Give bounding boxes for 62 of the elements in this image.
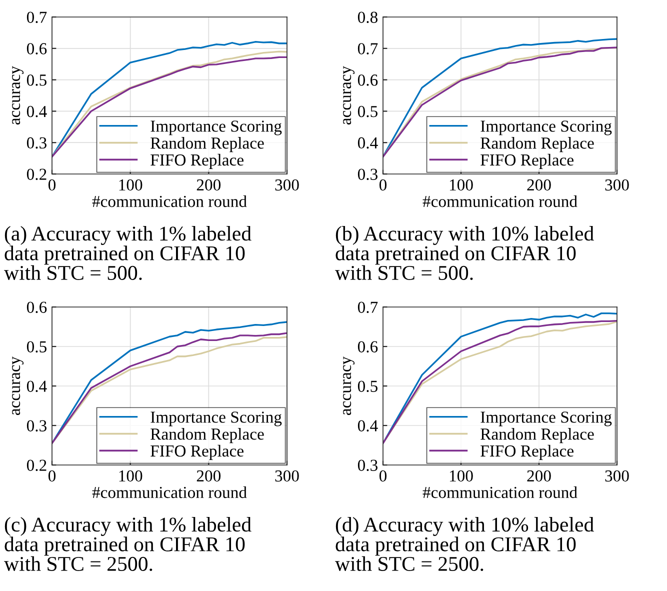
- x-tick-label: 300: [275, 179, 299, 191]
- y-tick-label: 0.7: [358, 43, 378, 54]
- x-tick-label: 200: [527, 179, 551, 191]
- y-tick-label: 0.2: [26, 168, 46, 180]
- y-tick-label: 0.7: [358, 302, 378, 314]
- y-tick-label: 0.5: [358, 106, 378, 118]
- x-axis-title: #communication round: [92, 486, 247, 498]
- x-tick-label: 300: [605, 470, 629, 482]
- text: (c) Accuracy with 1% labeled data pretrained on CIFAR 10 with STC = 2500.: [4, 517, 252, 572]
- x-tick-label: 300: [605, 179, 629, 191]
- y-tick-label: 0.5: [358, 380, 378, 392]
- legend-label: Importance Scoring: [480, 120, 612, 136]
- y-tick-label: 0.4: [26, 380, 47, 392]
- legend-label: FIFO Replace: [480, 154, 574, 169]
- x-tick-label: 100: [450, 179, 473, 191]
- y-axis-title: accuracy: [12, 66, 24, 125]
- x-axis-title: #communication round: [422, 486, 578, 498]
- x-tick-label: 200: [527, 470, 551, 482]
- x-tick-label: 200: [196, 179, 221, 191]
- x-tick-label: 200: [196, 470, 221, 482]
- y-tick-label: 0.6: [26, 302, 47, 314]
- y-tick-label: 0.7: [26, 12, 47, 24]
- y-tick-label: 0.3: [26, 420, 46, 432]
- legend-label: FIFO Replace: [480, 444, 574, 460]
- x-tick-label: 0: [379, 179, 387, 191]
- text: (a) Accuracy with 1% labeled data pretrained on CIFAR 10 with STC = 500.: [4, 226, 252, 280]
- legend-label: Importance Scoring: [150, 412, 282, 426]
- x-axis-title: #communication round: [422, 195, 578, 208]
- legend-label: FIFO Replace: [150, 154, 244, 169]
- text: (b) Accuracy with 10% labeled data pretrained on CIFAR 10 with STC = 500.: [335, 226, 594, 280]
- x-tick-label: 100: [450, 470, 473, 482]
- y-axis-title: accuracy: [12, 356, 24, 416]
- text: (d) Accuracy with 10% labeled data pretrained on CIFAR 10 with STC = 2500.: [335, 517, 594, 572]
- x-tick-label: 0: [48, 179, 56, 191]
- x-tick-label: 100: [119, 470, 142, 482]
- y-tick-label: 0.3: [26, 137, 46, 149]
- y-tick-label: 0.4: [358, 420, 378, 432]
- y-tick-label: 0.3: [358, 168, 378, 180]
- y-tick-label: 0.4: [26, 106, 47, 118]
- legend-label: Random Replace: [480, 428, 594, 444]
- y-tick-label: 0.8: [358, 12, 378, 24]
- y-tick-label: 0.5: [26, 341, 46, 353]
- legend-label: Random Replace: [480, 137, 594, 152]
- y-axis-title: accuracy: [343, 66, 355, 125]
- legend-label: FIFO Replace: [150, 444, 244, 460]
- x-tick-label: 100: [119, 179, 142, 191]
- y-tick-label: 0.2: [26, 460, 46, 472]
- y-tick-label: 0.6: [26, 43, 47, 54]
- x-axis-title: #communication round: [92, 195, 247, 208]
- legend-label: Importance Scoring: [480, 412, 612, 426]
- x-tick-label: 0: [48, 470, 56, 482]
- y-axis-title: accuracy: [343, 356, 355, 416]
- y-tick-label: 0.5: [26, 74, 46, 86]
- y-tick-label: 0.6: [358, 341, 378, 353]
- legend-label: Importance Scoring: [150, 120, 282, 136]
- legend-label: Random Replace: [150, 428, 264, 444]
- x-tick-label: 300: [275, 470, 299, 482]
- y-tick-label: 0.4: [358, 137, 378, 149]
- y-tick-label: 0.3: [358, 460, 378, 472]
- x-tick-label: 0: [379, 470, 387, 482]
- y-tick-label: 0.6: [358, 74, 378, 86]
- legend-label: Random Replace: [150, 137, 264, 152]
